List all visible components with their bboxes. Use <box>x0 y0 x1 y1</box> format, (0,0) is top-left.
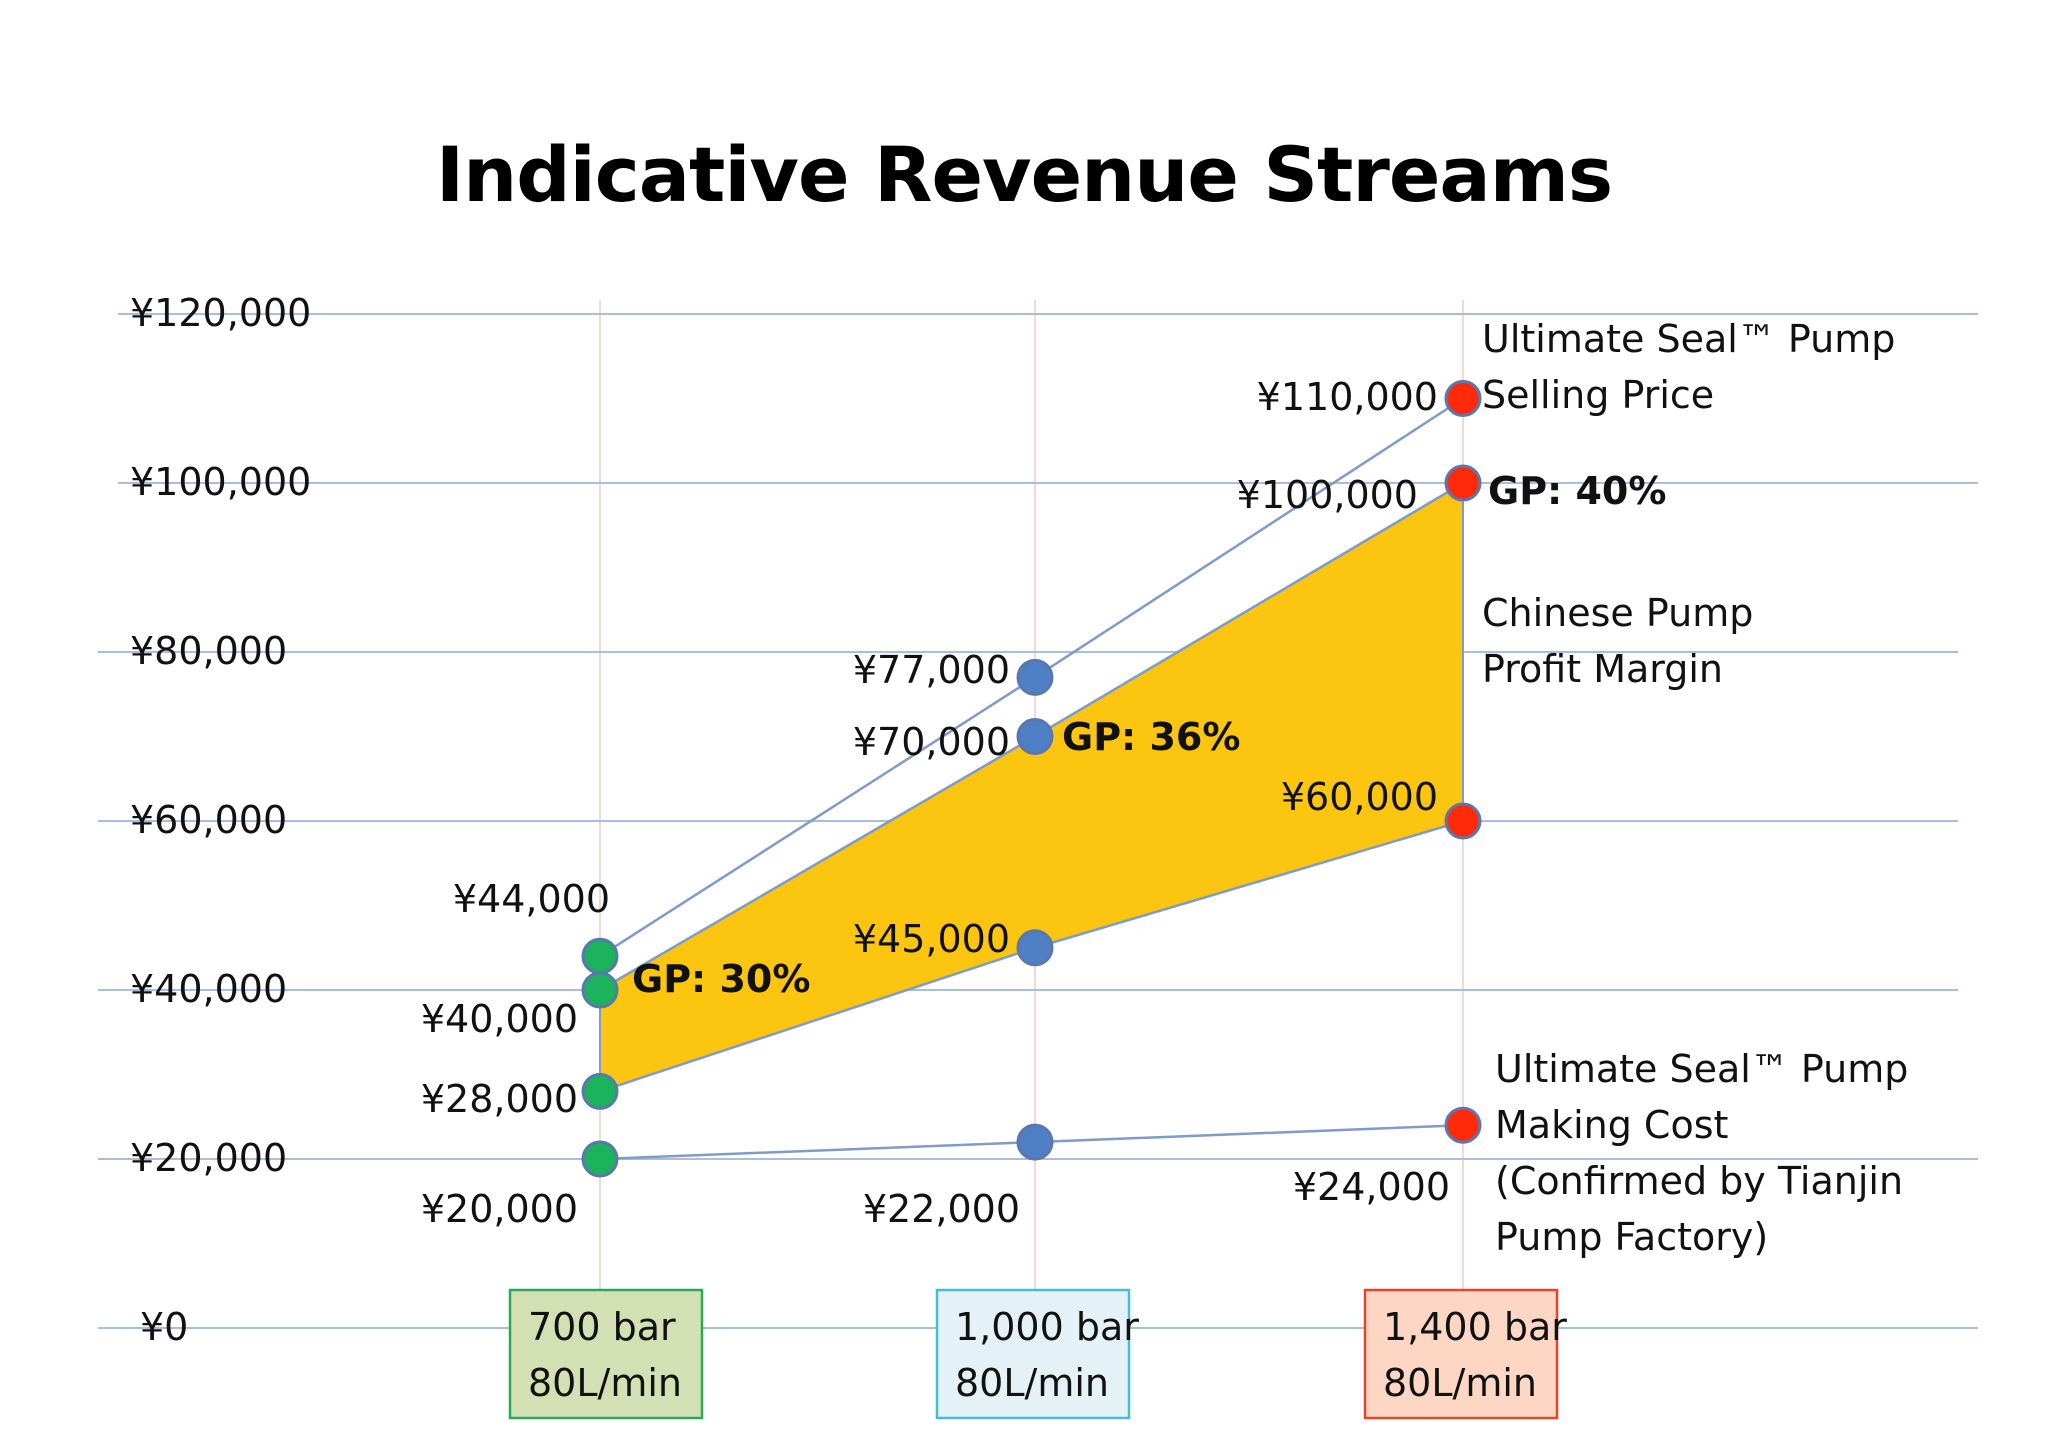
annotation-making-cost-1: Making Cost <box>1495 1103 1728 1147</box>
annotation-selling-price-1: Selling Price <box>1482 373 1714 417</box>
annotation-selling-price-0: Ultimate Seal™ Pump <box>1482 317 1895 361</box>
data-label-s1-c1: ¥70,000 <box>853 720 1010 764</box>
data-label-s0-c1: ¥77,000 <box>853 648 1010 692</box>
data-point-s3-c0 <box>581 1140 619 1178</box>
category-box-1 <box>935 1288 1131 1420</box>
category-label-2-0: 1,400 bar <box>1383 1305 1567 1349</box>
data-label-s2-c0: ¥28,000 <box>421 1077 578 1121</box>
data-point-s1-c2 <box>1444 464 1482 502</box>
y-tick-label-3: ¥60,000 <box>130 798 287 842</box>
chart-title: Indicative Revenue Streams <box>435 130 1613 219</box>
y-tick-label-2: ¥40,000 <box>130 967 287 1011</box>
category-box-0 <box>508 1288 704 1420</box>
data-label-s1-c0: ¥40,000 <box>421 997 578 1041</box>
annotation-chinese-margin-1: Profit Margin <box>1482 647 1723 691</box>
category-label-0-1: 80L/min <box>528 1361 682 1405</box>
category-label-1-0: 1,000 bar <box>955 1305 1139 1349</box>
data-point-s2-c0 <box>581 1072 619 1110</box>
gp-label-1: GP: 36% <box>1062 715 1240 759</box>
data-point-s3-c1 <box>1016 1123 1054 1161</box>
data-point-s2-c1 <box>1016 929 1054 967</box>
data-point-s0-c1 <box>1016 658 1054 696</box>
data-point-s2-c2 <box>1444 802 1482 840</box>
annotation-making-cost-0: Ultimate Seal™ Pump <box>1495 1047 1908 1091</box>
data-point-s1-c1 <box>1016 718 1054 755</box>
category-box-2 <box>1363 1288 1559 1420</box>
category-label-2-1: 80L/min <box>1383 1361 1537 1405</box>
data-label-s3-c0: ¥20,000 <box>421 1187 578 1231</box>
y-tick-label-6: ¥120,000 <box>130 291 311 335</box>
category-label-1-1: 80L/min <box>955 1361 1109 1405</box>
data-label-s3-c1: ¥22,000 <box>863 1187 1020 1231</box>
y-tick-label-1: ¥20,000 <box>130 1136 287 1180</box>
annotation-making-cost-2: (Confirmed by Tianjin <box>1495 1159 1903 1203</box>
data-label-s2-c2: ¥60,000 <box>1281 775 1438 819</box>
data-label-s0-c0: ¥44,000 <box>453 877 610 921</box>
y-tick-label-4: ¥80,000 <box>130 629 287 673</box>
data-label-s0-c2: ¥110,000 <box>1257 375 1438 419</box>
category-label-0-0: 700 bar <box>528 1305 676 1349</box>
gp-label-0: GP: 30% <box>632 957 810 1001</box>
y-tick-label-5: ¥100,000 <box>130 460 311 504</box>
y-tick-label-0: ¥0 <box>140 1305 188 1349</box>
gp-label-2: GP: 40% <box>1488 469 1666 513</box>
data-point-s3-c2 <box>1444 1106 1482 1144</box>
data-point-s0-c2 <box>1444 380 1482 417</box>
data-label-s3-c2: ¥24,000 <box>1293 1165 1450 1209</box>
data-label-s1-c2: ¥100,000 <box>1237 473 1418 517</box>
data-label-s2-c1: ¥45,000 <box>853 917 1010 961</box>
data-point-s1-c0 <box>581 971 619 1009</box>
annotation-making-cost-3: Pump Factory) <box>1495 1215 1768 1259</box>
data-point-s0-c0 <box>581 937 619 975</box>
annotation-chinese-margin-0: Chinese Pump <box>1482 591 1753 635</box>
